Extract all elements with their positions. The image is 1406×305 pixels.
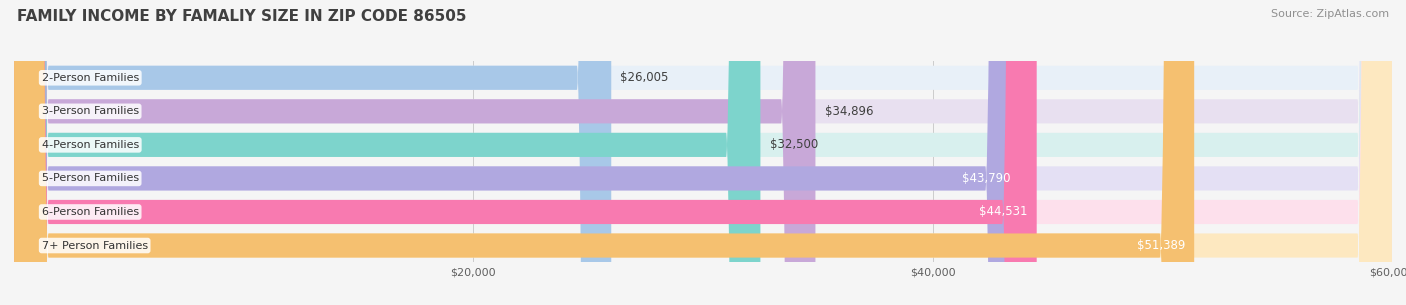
FancyBboxPatch shape [14,0,1392,305]
FancyBboxPatch shape [14,0,1392,305]
FancyBboxPatch shape [14,0,1392,305]
Text: $44,531: $44,531 [979,206,1028,218]
FancyBboxPatch shape [14,0,1392,305]
Text: $32,500: $32,500 [769,138,818,151]
Text: 2-Person Families: 2-Person Families [42,73,139,83]
Text: FAMILY INCOME BY FAMALIY SIZE IN ZIP CODE 86505: FAMILY INCOME BY FAMALIY SIZE IN ZIP COD… [17,9,467,24]
Text: $43,790: $43,790 [962,172,1011,185]
FancyBboxPatch shape [14,0,612,305]
Text: 4-Person Families: 4-Person Families [42,140,139,150]
Text: 5-Person Families: 5-Person Families [42,174,139,183]
Text: $26,005: $26,005 [620,71,669,84]
FancyBboxPatch shape [14,0,1036,305]
FancyBboxPatch shape [14,0,1392,305]
FancyBboxPatch shape [14,0,1019,305]
Text: 6-Person Families: 6-Person Families [42,207,139,217]
Text: 7+ Person Families: 7+ Person Families [42,241,148,250]
Text: $34,896: $34,896 [825,105,873,118]
FancyBboxPatch shape [14,0,761,305]
FancyBboxPatch shape [14,0,1392,305]
FancyBboxPatch shape [14,0,815,305]
Text: 3-Person Families: 3-Person Families [42,106,139,116]
FancyBboxPatch shape [14,0,1194,305]
Text: Source: ZipAtlas.com: Source: ZipAtlas.com [1271,9,1389,19]
Text: $51,389: $51,389 [1136,239,1185,252]
